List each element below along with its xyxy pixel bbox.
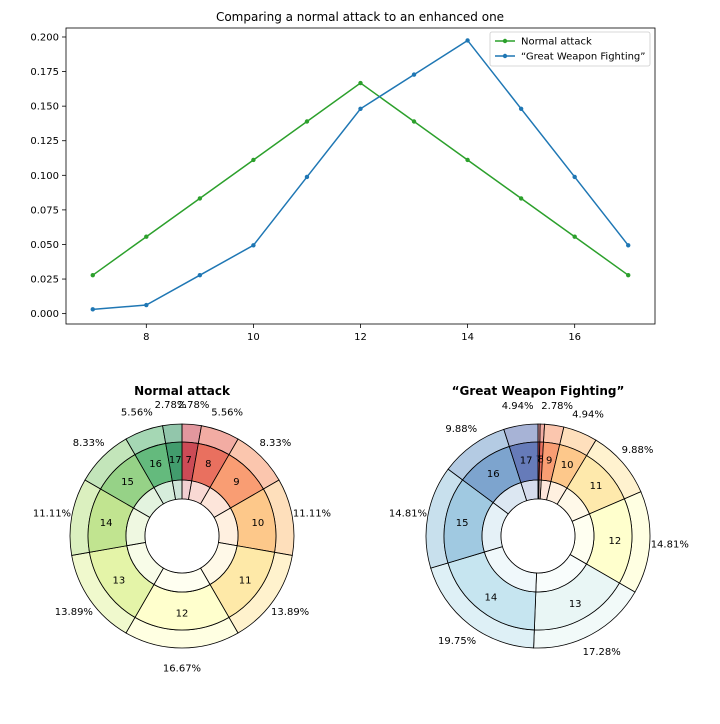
wedge-label: 10 <box>251 518 264 529</box>
percent-label: 2.78% <box>541 401 573 412</box>
data-point <box>144 302 149 308</box>
wedge-label: 8 <box>538 455 544 466</box>
data-point <box>411 72 417 77</box>
y-tick-label: 0.025 <box>30 275 59 286</box>
legend-box <box>489 31 651 67</box>
legend: Normal attack “Great Weapon Fighting” <box>489 31 651 67</box>
wedge-label: 15 <box>456 518 469 529</box>
wedge-label: 16 <box>487 469 500 480</box>
percent-label: 2.78% <box>178 400 210 411</box>
wedge-label: 7 <box>536 455 542 466</box>
wedge-label: 15 <box>121 477 134 488</box>
percent-label: 11.11% <box>293 509 331 520</box>
y-tick-label: 0.150 <box>30 102 59 113</box>
series-line-0 <box>92 82 629 276</box>
pie-normal-title: Normal attack <box>134 384 231 398</box>
percent-label: 14.81% <box>389 509 427 520</box>
y-tick-label: 0.125 <box>30 136 59 147</box>
pie-great-weapon-fighting: 78 9 2.78% 10 4.94% 11 9.88% 12 14.81% 13 17.28% 14… <box>389 401 689 658</box>
x-tick-label: 10 <box>247 332 260 343</box>
legend-swatch-marker <box>502 38 508 44</box>
data-point <box>465 38 470 43</box>
percent-label: 4.94% <box>572 409 604 420</box>
data-point <box>197 272 203 278</box>
x-tick-label: 14 <box>461 332 474 343</box>
y-tick-label: 0.100 <box>30 171 59 182</box>
percent-label: 9.88% <box>445 424 477 435</box>
wedge-label: 7 <box>186 455 192 466</box>
y-tick-label: 0.200 <box>30 32 59 43</box>
data-point <box>251 157 256 163</box>
legend-label: “Great Weapon Fighting” <box>521 52 645 63</box>
data-point <box>626 272 631 278</box>
data-point <box>304 174 310 180</box>
data-point <box>358 106 363 111</box>
wedge-label: 9 <box>546 455 552 466</box>
percent-label: 19.75% <box>438 636 476 647</box>
wedge-label: 16 <box>149 459 162 470</box>
wedge-label: 14 <box>100 518 113 529</box>
series-line-1 <box>92 39 629 311</box>
x-tick-label: 16 <box>568 332 581 343</box>
wedge-label: 10 <box>561 460 574 471</box>
data-point <box>411 119 417 124</box>
x-tick-label: 8 <box>143 332 149 343</box>
percent-label: 2.78% <box>155 400 187 411</box>
percent-label: 11.11% <box>33 509 71 520</box>
percent-label: 4.94% <box>502 401 534 412</box>
wedge-label: 8 <box>205 459 211 470</box>
data-point <box>90 272 95 278</box>
percent-label: 9.88% <box>622 445 654 456</box>
data-point <box>572 174 577 180</box>
percent-label: 8.33% <box>73 438 105 449</box>
y-tick-label: 0.050 <box>30 240 59 251</box>
pie-normal-attack: 7 2.78% 8 5.56% 9 8.33% 10 11.11% 11 13.89% 12 16.6… <box>33 400 331 674</box>
wedge-label: 17 <box>169 455 182 466</box>
outer-wedge-17 <box>162 423 183 444</box>
wedge-label: 17 <box>520 455 533 466</box>
pie-gwf-title: “Great Weapon Fighting” <box>452 384 625 398</box>
x-tick-label: 12 <box>354 332 367 343</box>
y-tick-label: 0.075 <box>30 205 59 216</box>
legend-swatch-marker <box>502 53 508 59</box>
wedge-label: 13 <box>113 576 126 587</box>
data-point <box>197 196 203 201</box>
data-point <box>572 234 577 239</box>
legend-label: Normal attack <box>521 37 592 48</box>
percent-label: 16.67% <box>163 664 201 675</box>
percent-label: 13.89% <box>271 607 309 618</box>
percent-label: 17.28% <box>583 647 621 658</box>
data-point <box>518 106 524 111</box>
wedge-label: 14 <box>484 592 497 603</box>
data-point <box>626 243 631 248</box>
data-point <box>358 80 363 86</box>
y-tick-label: 0.000 <box>30 309 59 320</box>
data-point <box>144 234 149 239</box>
line-chart-title: Comparing a normal attack to an enhanced… <box>216 10 504 24</box>
data-point <box>465 157 470 163</box>
wedge-label: 13 <box>569 599 582 610</box>
wedge-label: 12 <box>176 609 189 620</box>
data-point <box>304 119 310 124</box>
data-point <box>251 243 256 248</box>
line-chart: 8 10 12 14 16 0.000 0.025 0.050 0.075 0.100 0.125 0… <box>30 27 656 343</box>
data-point <box>90 307 95 312</box>
percent-label: 5.56% <box>211 407 243 418</box>
wedge-label: 11 <box>239 576 252 587</box>
wedge-label: 9 <box>233 477 239 488</box>
donut-hole <box>500 498 576 574</box>
donut-hole <box>144 498 220 574</box>
wedge-label: 11 <box>590 481 603 492</box>
y-tick-label: 0.175 <box>30 67 59 78</box>
plot-frame <box>65 27 656 325</box>
wedge-label: 12 <box>609 536 622 547</box>
percent-label: 14.81% <box>651 539 689 550</box>
data-point <box>518 196 524 201</box>
percent-label: 5.56% <box>121 407 153 418</box>
percent-label: 8.33% <box>259 438 291 449</box>
percent-label: 13.89% <box>55 607 93 618</box>
